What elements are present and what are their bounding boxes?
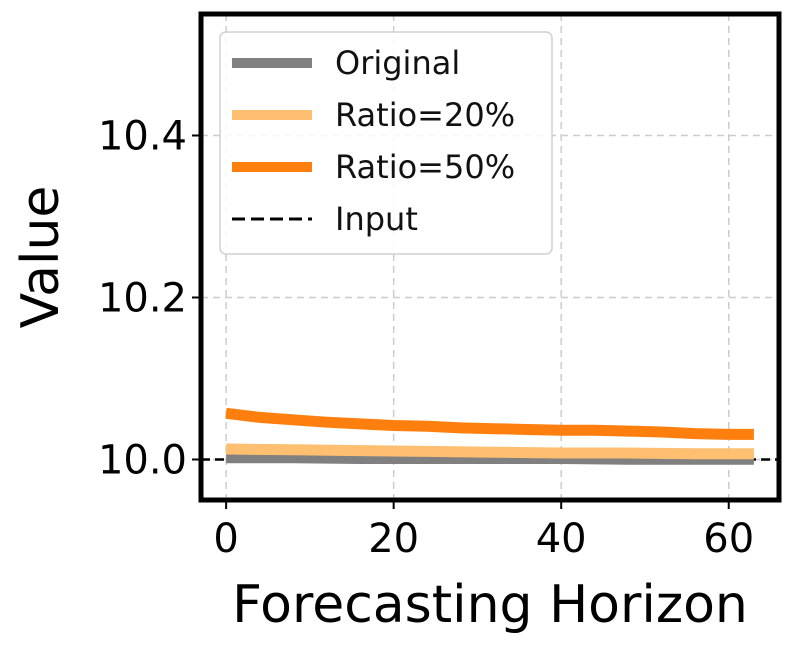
series-layer [201,407,779,465]
legend-label: Original [335,44,460,82]
legend-label: Ratio=50% [335,148,515,186]
legend-label: Input [335,200,418,238]
legend: Original Ratio=20% Ratio=50% Input [219,31,553,255]
legend-box [219,31,553,255]
ticks: 0 20 40 60 10.0 10.2 10.4 [98,114,754,563]
plot-frame [198,11,782,503]
y-tick-label: 10.4 [98,114,187,160]
y-tick-label: 10.0 [98,438,187,484]
series-line-original [226,454,754,465]
x-axis-title: Forecasting Horizon [232,575,748,635]
x-tick-label: 60 [703,516,754,562]
x-tick-label: 40 [536,516,587,562]
series-line-ratio-20 [226,443,754,460]
y-tick-label: 10.2 [98,276,187,322]
legend-label: Ratio=20% [335,96,515,134]
x-tick-label: 0 [213,516,238,562]
series-line-ratio-50 [225,407,754,440]
x-tick-label: 20 [368,516,419,562]
y-axis-title: Value [11,186,71,329]
